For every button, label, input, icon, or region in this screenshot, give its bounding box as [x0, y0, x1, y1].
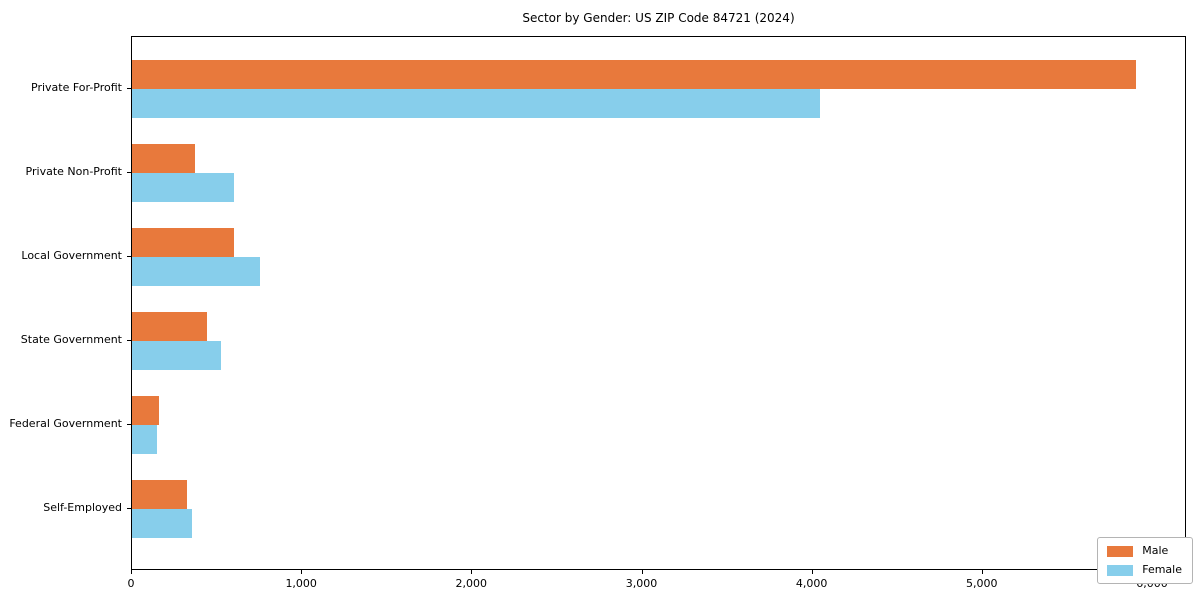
ytick-mark-3 [127, 340, 131, 341]
female-swatch-icon [1107, 564, 1134, 576]
xtick-mark-2 [471, 570, 473, 574]
ytick-label-2: Local Government [21, 249, 122, 262]
ytick-label-5: Self-Employed [43, 501, 122, 514]
male-swatch-icon [1107, 545, 1134, 557]
ytick-label-0: Private For-Profit [31, 81, 122, 94]
plot-area [131, 36, 1186, 570]
xtick-label-3: 3,000 [625, 577, 658, 590]
bar-male-5 [132, 480, 187, 509]
xtick-label-2: 2,000 [455, 577, 488, 590]
bar-male-3 [132, 312, 207, 341]
ytick-label-4: Federal Government [9, 417, 122, 430]
bar-female-2 [132, 257, 260, 286]
bar-male-1 [132, 144, 195, 173]
xtick-label-1: 1,000 [285, 577, 317, 590]
ytick-label-3: State Government [20, 333, 122, 346]
xtick-mark-5 [981, 570, 983, 574]
xtick-label-5: 5,000 [966, 577, 998, 590]
xtick-label-4: 4,000 [795, 577, 828, 590]
bar-female-5 [132, 509, 192, 538]
xtick-mark-3 [641, 570, 643, 574]
bar-female-4 [132, 425, 157, 454]
bar-male-0 [132, 60, 1136, 89]
legend-entry-male: Male [1107, 545, 1182, 557]
ytick-mark-4 [127, 424, 131, 425]
xtick-mark-4 [811, 570, 813, 574]
ytick-label-1: Private Non-Profit [25, 165, 122, 178]
bar-male-4 [132, 396, 160, 425]
legend-label-male: Male [1142, 544, 1169, 557]
chart-title: Sector by Gender: US ZIP Code 84721 (202… [522, 11, 795, 25]
bar-female-0 [132, 89, 820, 118]
ytick-mark-1 [127, 172, 131, 173]
xtick-label-0: 0 [127, 577, 135, 590]
ytick-mark-5 [127, 508, 131, 509]
xtick-mark-0 [131, 570, 132, 574]
xtick-mark-1 [301, 570, 303, 574]
legend-label-female: Female [1142, 563, 1182, 576]
bar-male-2 [132, 228, 235, 257]
ytick-mark-2 [127, 256, 131, 257]
legend-entry-female: Female [1107, 564, 1182, 576]
bar-female-1 [132, 173, 235, 202]
legend: Male Female [1097, 537, 1193, 584]
bar-female-3 [132, 341, 221, 370]
ytick-mark-0 [127, 88, 131, 89]
